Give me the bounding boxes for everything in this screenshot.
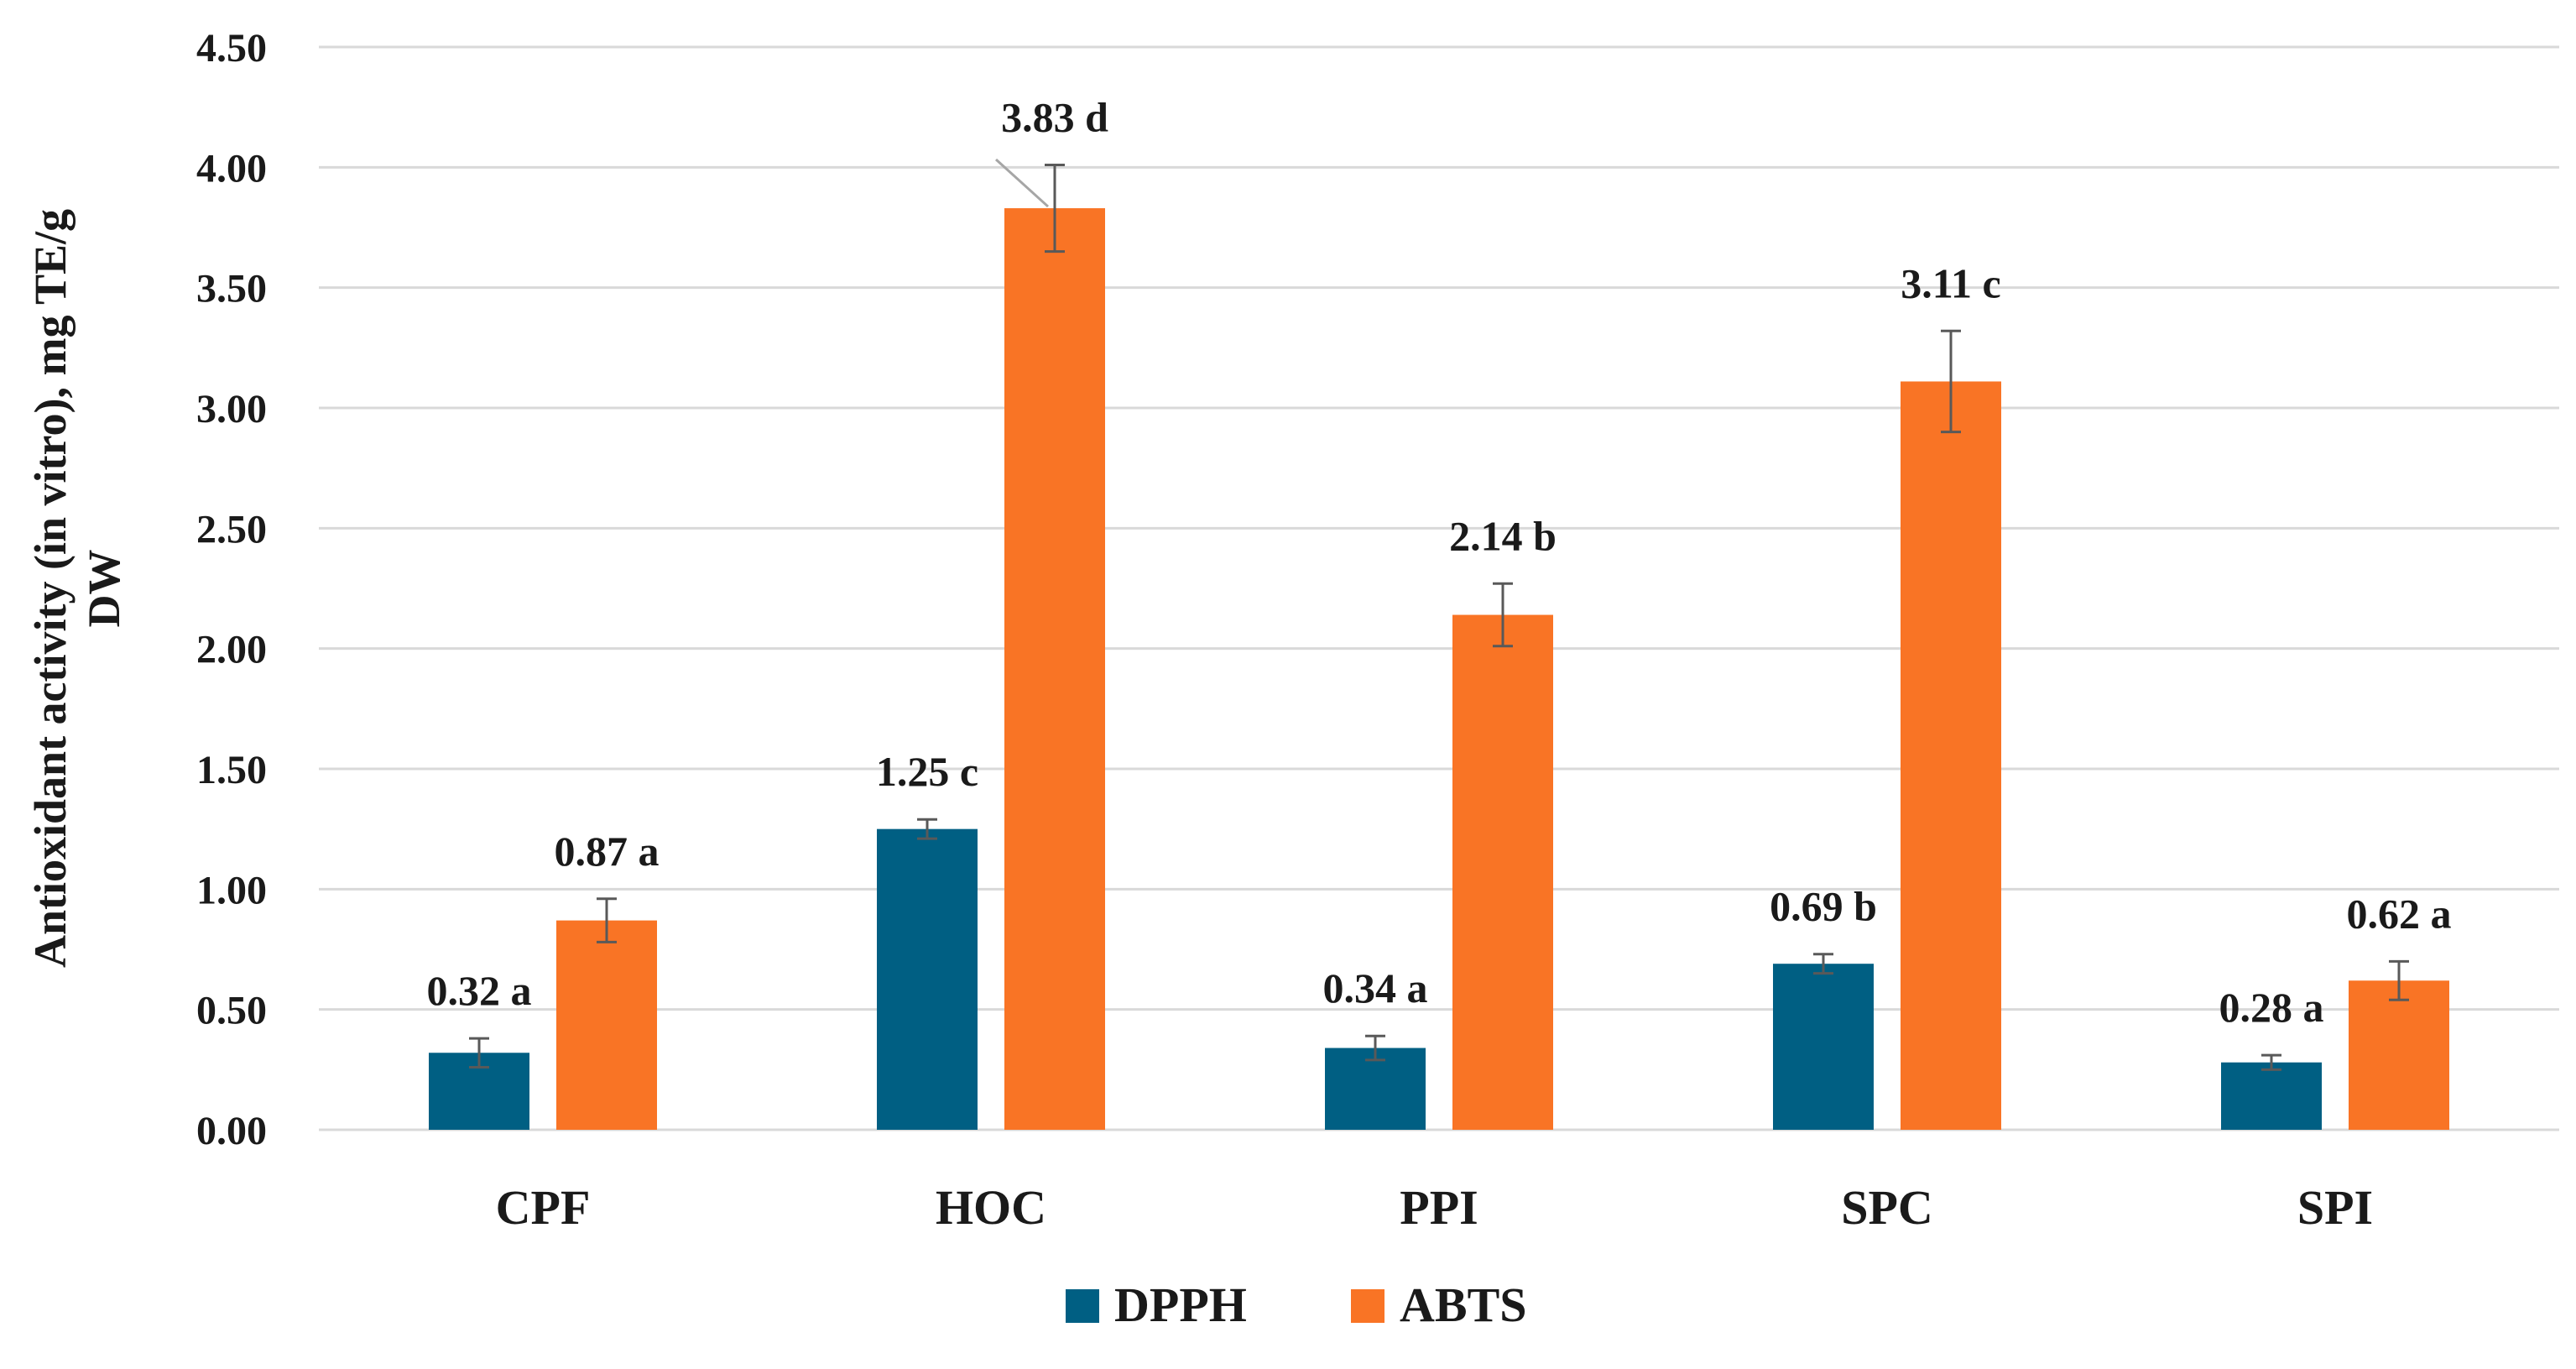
bar-dpph-spi — [2221, 1062, 2322, 1130]
data-label: 0.69 b — [1770, 883, 1877, 930]
y-tick-label: 2.50 — [196, 507, 267, 551]
data-label: 0.62 a — [2347, 890, 2452, 937]
data-labels: 0.32 a 0.87 a 1.25 c 3.83 d 0.34 a 2.14 b 0.69… — [427, 93, 2452, 1031]
y-axis-title: Antioxidant activity (in vitro), mg TE/g… — [25, 209, 129, 968]
y-tick-label: 3.50 — [196, 267, 267, 311]
bar-abts-ppi — [1452, 614, 1553, 1130]
data-label: 1.25 c — [876, 748, 978, 795]
gridlines — [319, 45, 2559, 1131]
y-axis-title-line-2: DW — [79, 550, 129, 628]
bar-abts-hoc — [1004, 208, 1105, 1131]
y-tick-label: 0.50 — [196, 989, 267, 1033]
y-tick-label: 1.50 — [196, 748, 267, 792]
bar-abts-cpf — [556, 920, 657, 1130]
data-label: 3.83 d — [1001, 93, 1108, 140]
y-tick-label: 0.00 — [196, 1109, 267, 1153]
legend-label-abts: ABTS — [1400, 1278, 1527, 1332]
bar-abts-spi — [2349, 980, 2449, 1130]
bar-dpph-ppi — [1325, 1048, 1426, 1130]
legend-swatch-dpph — [1066, 1289, 1099, 1323]
data-label: 0.34 a — [1323, 964, 1428, 1011]
legend: DPPH ABTS — [1066, 1278, 1527, 1332]
y-tick-label: 1.00 — [196, 868, 267, 912]
y-axis-ticks: 0.00 0.50 1.00 1.50 2.00 2.50 3.00 3.50 4.00 4.50 — [196, 26, 267, 1153]
bars — [429, 208, 2449, 1131]
x-category-label: SPI — [2297, 1180, 2373, 1235]
x-axis-categories: CPF HOC PPI SPC SPI — [496, 1180, 2374, 1235]
y-tick-label: 4.50 — [196, 26, 267, 71]
bar-dpph-spc — [1773, 964, 1874, 1130]
label-leader-line — [994, 158, 1050, 208]
x-category-label: CPF — [496, 1180, 591, 1235]
data-label: 3.11 c — [1901, 259, 2000, 306]
x-category-label: PPI — [1400, 1180, 1478, 1235]
x-category-label: SPC — [1841, 1180, 1933, 1235]
y-tick-label: 4.00 — [196, 146, 267, 191]
y-axis-title-line-1: Antioxidant activity (in vitro), mg TE/g — [25, 209, 76, 968]
y-tick-label: 2.00 — [196, 628, 267, 672]
legend-swatch-abts — [1351, 1289, 1384, 1323]
data-label: 0.28 a — [2219, 984, 2324, 1031]
x-category-label: HOC — [936, 1180, 1046, 1235]
y-tick-label: 3.00 — [196, 387, 267, 431]
bar-dpph-hoc — [877, 828, 978, 1130]
data-label: 0.32 a — [427, 967, 532, 1014]
data-label: 2.14 b — [1449, 512, 1557, 559]
error-bars — [469, 163, 2409, 1071]
data-label: 0.87 a — [555, 828, 660, 875]
legend-label-dpph: DPPH — [1114, 1278, 1247, 1332]
bar-abts-spc — [1901, 381, 2001, 1130]
